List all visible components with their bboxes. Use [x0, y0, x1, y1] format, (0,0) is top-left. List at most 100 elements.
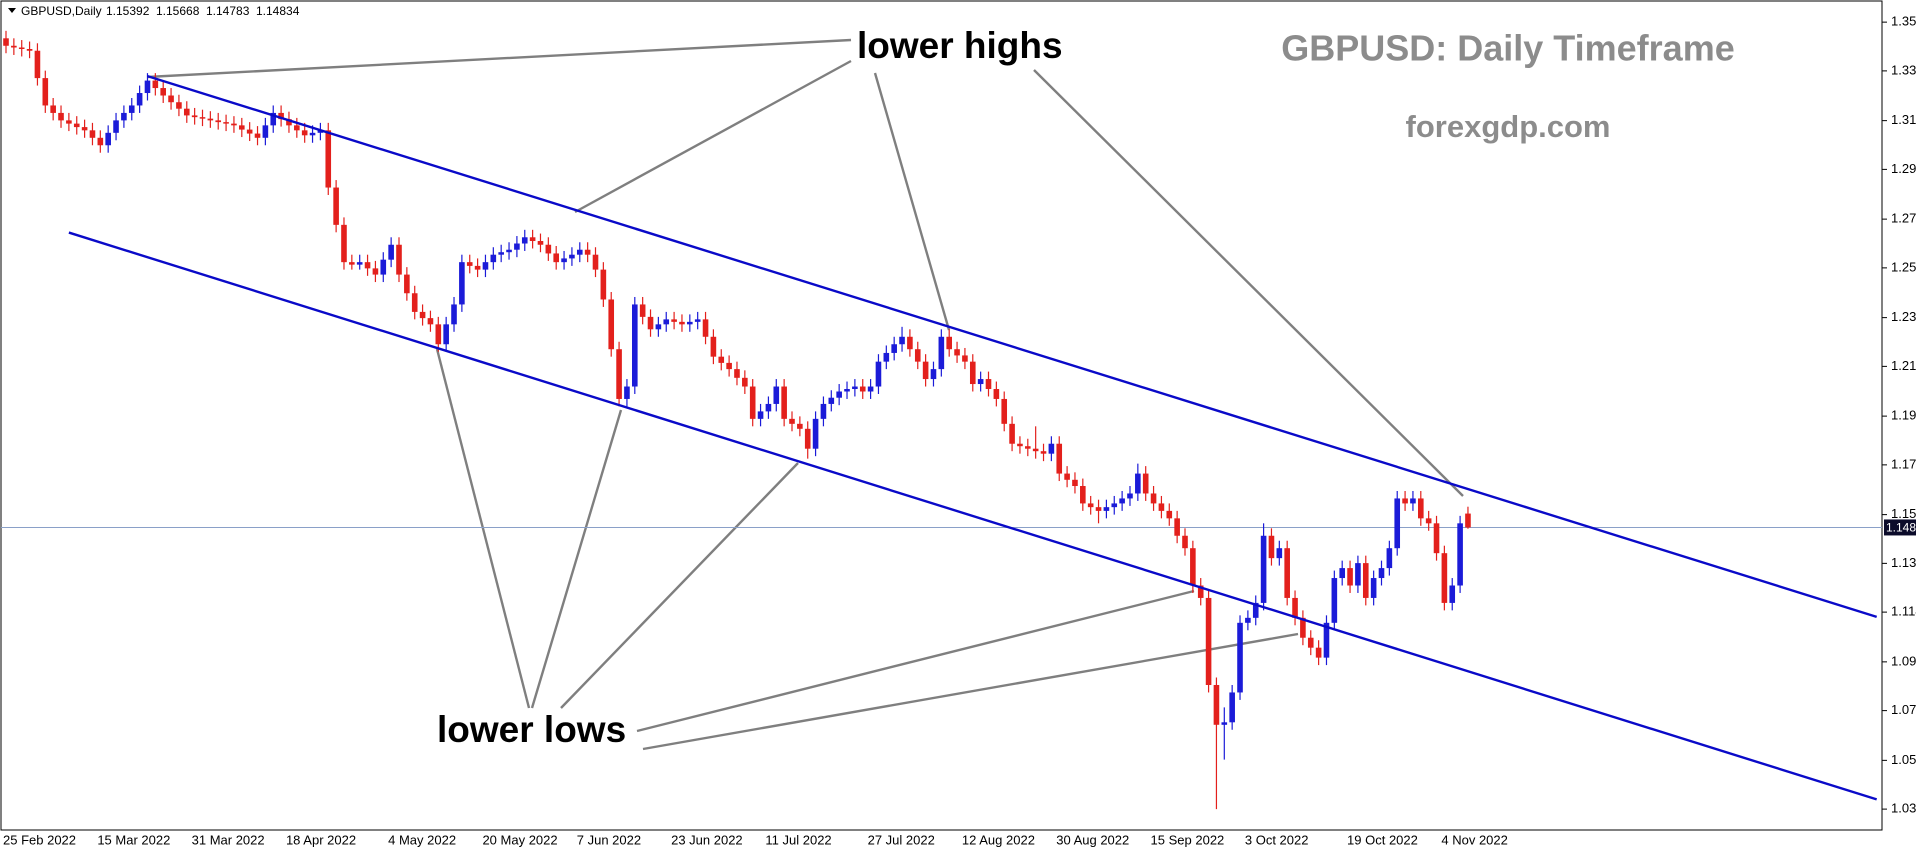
candle-body	[1347, 568, 1353, 586]
candle-body	[396, 244, 402, 275]
candle-body	[553, 253, 559, 263]
candle-body	[1072, 479, 1078, 487]
arrow	[435, 348, 531, 709]
y-tick-label: 1.23270	[1891, 309, 1916, 324]
candle-body	[679, 321, 685, 325]
candle-body	[286, 119, 292, 126]
candle-body	[954, 349, 960, 356]
menu-triangle	[8, 8, 16, 13]
candle-body	[199, 117, 206, 119]
candle-body	[1056, 443, 1063, 474]
candle-body	[1095, 507, 1102, 511]
candle-body	[160, 88, 166, 96]
candle-body	[388, 244, 394, 260]
arrow	[146, 38, 852, 79]
candle-body	[231, 123, 237, 126]
y-tick-label: 1.25270	[1891, 259, 1916, 274]
candle-body	[1300, 617, 1306, 638]
candle-body	[655, 324, 662, 330]
candle-body	[136, 93, 143, 106]
candle-body	[1032, 448, 1039, 452]
candle-body	[694, 319, 701, 322]
candle-body	[1174, 518, 1180, 536]
y-tick-label: 1.21310	[1891, 358, 1916, 373]
candle-body	[278, 112, 284, 120]
candle-body	[427, 318, 434, 325]
candle-body	[569, 254, 575, 259]
y-tick-label: 1.03510	[1891, 801, 1916, 816]
x-tick-label: 18 Apr 2022	[286, 832, 356, 847]
candle-body	[128, 105, 135, 113]
candle-body	[144, 80, 151, 94]
candle-body	[1135, 473, 1141, 494]
candle-body	[1292, 597, 1298, 618]
arrow	[642, 632, 1299, 751]
candle-body	[561, 258, 567, 263]
candle-body	[1370, 578, 1377, 598]
candle-body	[380, 259, 387, 275]
candle-body	[734, 369, 740, 378]
candle-body	[482, 262, 489, 270]
candle-body	[1221, 722, 1228, 725]
candle-body	[962, 355, 968, 362]
candle-body	[1142, 473, 1149, 494]
candle-body	[1323, 622, 1330, 658]
x-tick-label: 31 Mar 2022	[192, 832, 265, 847]
candle-body	[459, 262, 465, 305]
candle-body	[1245, 617, 1251, 623]
candle-body	[341, 224, 347, 263]
candle-body	[1441, 553, 1448, 603]
candle-body	[1040, 451, 1047, 454]
arrow	[560, 462, 799, 709]
candle-body	[333, 187, 339, 225]
candle-body	[687, 321, 693, 325]
candle-body	[1457, 523, 1463, 586]
candle-body	[223, 122, 229, 124]
candle-body	[1103, 507, 1110, 511]
candle-body	[1182, 535, 1188, 549]
candle-body	[466, 262, 473, 266]
price-label-bg	[1884, 519, 1916, 536]
candle-body	[1378, 568, 1385, 579]
trendline	[147, 74, 1878, 618]
arrow	[636, 589, 1195, 733]
candle-body	[1048, 443, 1055, 454]
candle-body	[207, 118, 214, 121]
annotation-arrows	[146, 38, 1464, 751]
candle-body	[435, 324, 442, 345]
candle-body	[922, 361, 929, 380]
candle-body	[545, 244, 552, 254]
candle-body	[938, 336, 945, 370]
candle-body	[718, 356, 725, 363]
candle-body	[969, 361, 976, 385]
x-tick-label: 25 Feb 2022	[3, 832, 76, 847]
price-label: 1.14834	[1886, 521, 1916, 535]
candle-body	[914, 349, 921, 362]
candle-body	[891, 344, 897, 353]
candle-body	[1009, 423, 1015, 444]
candle-body	[773, 386, 780, 404]
x-tick-label: 19 Oct 2022	[1347, 832, 1418, 847]
candle-body	[1064, 473, 1070, 480]
candle-body	[191, 115, 198, 118]
candle-body	[50, 105, 56, 113]
x-tick-label: 3 Oct 2022	[1245, 832, 1309, 847]
candle-body	[616, 349, 622, 399]
candle-body	[11, 45, 17, 48]
candle-body	[325, 130, 332, 188]
candle-body	[18, 47, 25, 49]
candle-body	[506, 249, 512, 253]
candle-body	[1307, 637, 1314, 648]
candle-body	[58, 112, 64, 121]
arrow	[530, 409, 623, 709]
high-value: 1.15668	[156, 4, 200, 18]
candle-body	[836, 391, 842, 398]
candle-body	[81, 127, 88, 131]
candle-body	[899, 336, 905, 345]
y-tick-label: 1.15350	[1891, 506, 1916, 521]
candle-body	[1150, 493, 1157, 504]
candle-body	[844, 389, 850, 392]
candle-body	[262, 125, 269, 138]
candle-body	[749, 386, 756, 419]
